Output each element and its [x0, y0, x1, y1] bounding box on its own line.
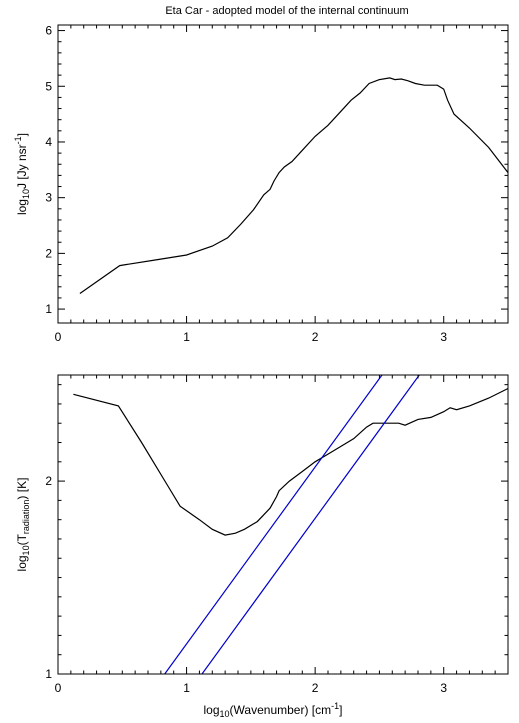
y-axis-label: log10(Tradiation) [K]: [15, 478, 31, 572]
y-tick-label: 4: [45, 135, 52, 149]
x-tick-label: 2: [312, 330, 319, 344]
y-tick-label: 5: [45, 79, 52, 93]
chart-title: Eta Car - adopted model of the internal …: [165, 5, 408, 17]
y-tick-label: 2: [45, 246, 52, 260]
x-tick-label: 1: [183, 330, 190, 344]
y-tick-label: 2: [45, 474, 52, 488]
x-tick-label: 3: [440, 330, 447, 344]
x-axis-label: log10(Wavenumber) [cm-1]: [204, 701, 343, 719]
x-tick-label: 0: [55, 330, 62, 344]
continuum-line: [73, 387, 508, 536]
plot-frame: [57, 24, 509, 324]
x-tick-label: 1: [183, 681, 190, 695]
y-tick-label: 1: [45, 302, 52, 316]
x-tick-label: 0: [55, 681, 62, 695]
y-tick-label: 6: [45, 24, 52, 38]
y-tick-label: 3: [45, 191, 52, 205]
y-axis-label: log10J [Jy nsr-1]: [13, 133, 31, 215]
continuum-line: [79, 77, 508, 294]
y-tick-label: 1: [45, 667, 52, 681]
plot-frame: [57, 374, 509, 675]
x-tick-label: 3: [440, 681, 447, 695]
blue-reference-line-2: [201, 375, 420, 674]
x-tick-label: 2: [312, 681, 319, 695]
blue-reference-line-1: [164, 375, 383, 674]
